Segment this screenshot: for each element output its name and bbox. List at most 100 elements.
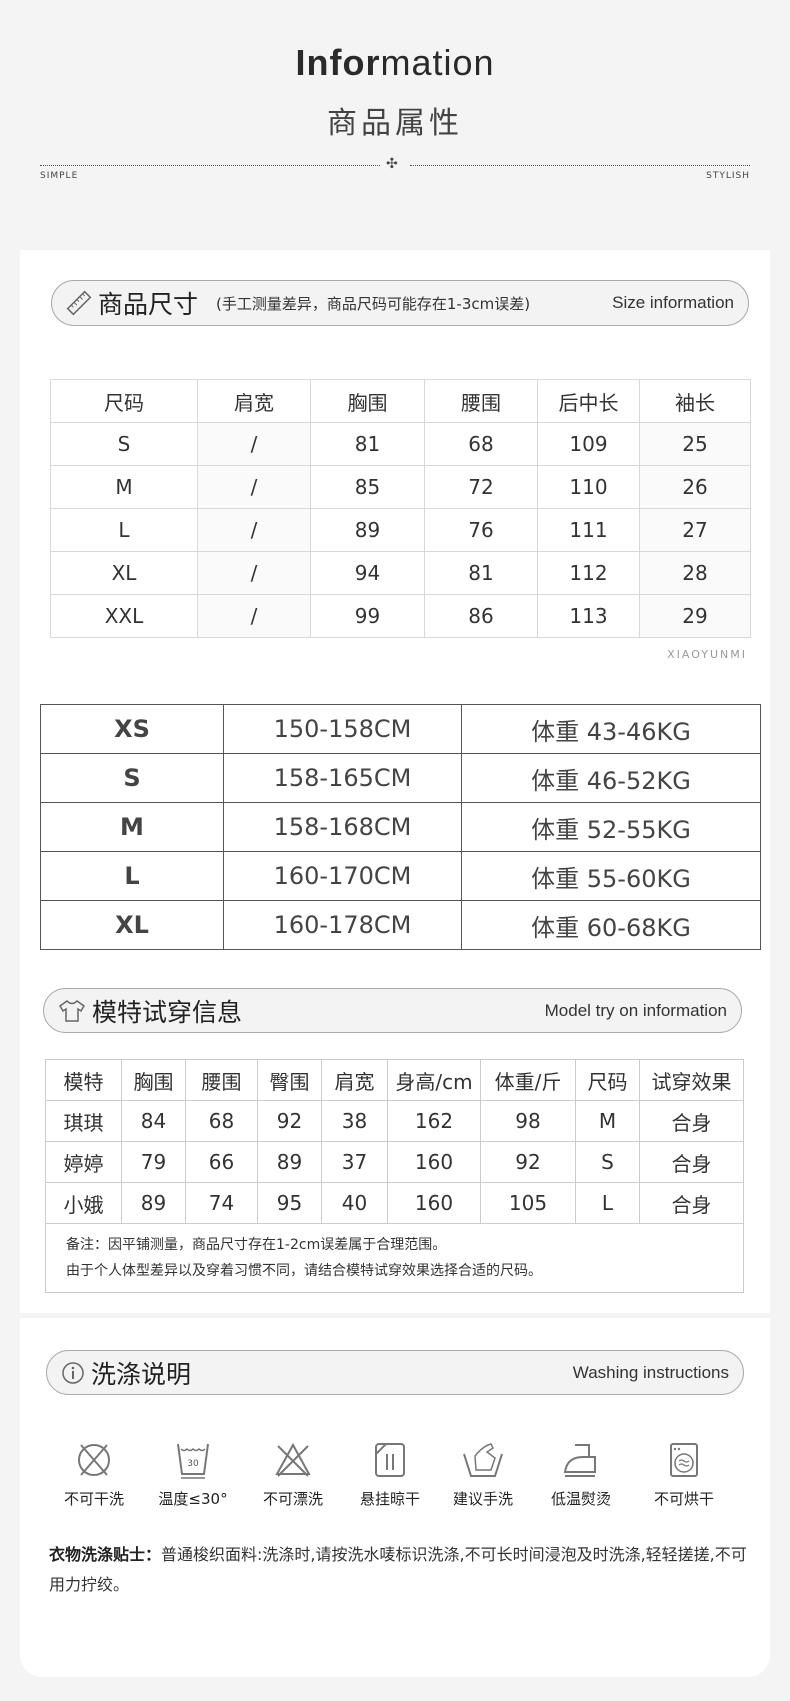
table-cell: 74 (185, 1182, 258, 1224)
table-cell: / (197, 422, 311, 466)
page-title: Information (0, 42, 790, 84)
size-en: Size information (612, 293, 734, 312)
table-cell: L (50, 508, 198, 552)
table-cell: 92 (480, 1141, 576, 1183)
wash-label: 低温熨烫 (550, 1490, 611, 1508)
table-cell: XL (50, 551, 198, 595)
wash-title: 洗涤说明 (91, 1359, 192, 1389)
table-cell: / (197, 551, 311, 595)
table-cell: 小娥 (45, 1182, 122, 1224)
table-cell: 29 (639, 594, 751, 638)
table-cell: 28 (639, 551, 751, 595)
size-note: (手工测量差异，商品尺码可能存在1-3cm误差) (216, 294, 531, 313)
table-cell: 合身 (639, 1100, 744, 1142)
table-cell: 体重 46-52KG (461, 753, 761, 803)
ornament-icon: ✣ (386, 156, 398, 172)
brand-label: XIAOYUNMI (667, 648, 747, 661)
table-cell: / (197, 465, 311, 509)
no-bleach-icon (275, 1442, 311, 1477)
table-cell: S (575, 1141, 640, 1183)
table-row: L 160-170CM 体重 55-60KG (40, 851, 761, 901)
table-cell: M (575, 1100, 640, 1142)
wash-en: Washing instructions (572, 1362, 729, 1382)
table-cell: S (40, 753, 224, 803)
table-cell: 150-158CM (223, 704, 462, 754)
table-cell: 89 (310, 508, 425, 552)
table-cell: 162 (387, 1100, 481, 1142)
wash-item: 不可烘干 (634, 1440, 734, 1509)
wash-label: 温度≤30° (158, 1490, 228, 1508)
table-cell: 94 (310, 551, 425, 595)
table-cell: 腰围 (185, 1059, 258, 1101)
wash-label: 悬挂晾干 (359, 1490, 420, 1508)
table-cell: 160 (387, 1141, 481, 1183)
no-tumble-dry-icon (670, 1443, 698, 1477)
table-cell: 89 (257, 1141, 322, 1183)
wash-item: 低温熨烫 (531, 1440, 631, 1509)
no-dry-clean-icon (78, 1444, 110, 1476)
header-row: 模特 胸围 腰围 臀围 肩宽 身高/cm 体重/斤 尺码 试穿效果 (45, 1059, 744, 1101)
table-cell: 160-178CM (223, 900, 462, 950)
table-cell: XL (40, 900, 224, 950)
simple-tag: SIMPLE (40, 171, 79, 181)
table-row: M/85 72 110 26 (50, 465, 751, 509)
table-row: L/89 76 111 27 (50, 508, 751, 552)
table-cell: 160 (387, 1182, 481, 1224)
title-light: mation (380, 42, 495, 83)
stylish-tag: STYLISH (706, 171, 750, 181)
table-cell: 98 (480, 1100, 576, 1142)
table-cell: 68 (424, 422, 538, 466)
wash-label: 不可干洗 (63, 1490, 124, 1508)
wash-label: 建议手洗 (452, 1490, 513, 1508)
table-cell: 试穿效果 (639, 1059, 744, 1101)
size-title: 商品尺寸 (98, 290, 199, 319)
divider-left (40, 165, 380, 166)
table-cell: 89 (121, 1182, 186, 1224)
table-cell: 95 (257, 1182, 322, 1224)
note-line: 备注：因平铺测量，商品尺寸存在1-2cm误差属于合理范围。 (66, 1237, 447, 1253)
table-cell: 后中长 (537, 379, 640, 423)
table-cell: 合身 (639, 1182, 744, 1224)
title-bold: Infor (295, 42, 381, 83)
table-row: XL 160-178CM 体重 60-68KG (40, 900, 761, 950)
table-cell: 37 (321, 1141, 388, 1183)
size-header: 商品尺寸 (手工测量差异，商品尺码可能存在1-3cm误差) Size infor… (51, 280, 749, 326)
wash-item: 不可漂洗 (243, 1440, 343, 1509)
divider-right (410, 165, 750, 166)
table-row: S 158-165CM 体重 46-52KG (40, 753, 761, 803)
table-cell: 体重 43-46KG (461, 704, 761, 754)
table-cell: 合身 (639, 1141, 744, 1183)
table-cell: 68 (185, 1100, 258, 1142)
table-row: XL/94 81 112 28 (50, 551, 751, 595)
hang-dry-icon (375, 1443, 405, 1477)
note-line: 由于个人体型差异以及穿着习惯不同，请结合模特试穿效果选择合适的尺码。 (66, 1263, 542, 1279)
table-cell: L (575, 1182, 640, 1224)
table-cell: 尺码 (50, 379, 198, 423)
table-cell: 81 (424, 551, 538, 595)
table-cell: 84 (121, 1100, 186, 1142)
tip-text: 普通梭织面料:洗涤时,请按洗水唛标识洗涤,不可长时间浸泡及时洗涤,轻轻搓搓,不可… (49, 1545, 747, 1594)
table-cell: 体重 55-60KG (461, 851, 761, 901)
hand-wash-icon (463, 1443, 503, 1477)
wash-tip: 衣物洗涤贴士：普通梭织面料:洗涤时,请按洗水唛标识洗涤,不可长时间浸泡及时洗涤,… (49, 1540, 759, 1600)
table-cell: 79 (121, 1141, 186, 1183)
note-row: 备注：因平铺测量，商品尺寸存在1-2cm误差属于合理范围。由于个人体型差异以及穿… (45, 1223, 744, 1293)
model-title: 模特试穿信息 (92, 997, 243, 1027)
table-cell: 112 (537, 551, 640, 595)
table-cell: 模特 (45, 1059, 122, 1101)
table-cell: 86 (424, 594, 538, 638)
table-cell: 体重 52-55KG (461, 802, 761, 852)
table-cell: 113 (537, 594, 640, 638)
table-cell: 肩宽 (321, 1059, 388, 1101)
wash-30-icon: 30 (177, 1443, 209, 1479)
table-cell: 72 (424, 465, 538, 509)
table-cell: 体重/斤 (480, 1059, 576, 1101)
table-cell: 111 (537, 508, 640, 552)
model-header: 模特试穿信息 Model try on information (43, 988, 742, 1033)
table-row: 小娥 89 74 95 40 160 105 L 合身 (45, 1182, 744, 1224)
table-cell: 身高/cm (387, 1059, 481, 1101)
wash-label: 不可漂洗 (262, 1490, 323, 1508)
model-en: Model try on information (544, 1000, 727, 1020)
table-cell: 体重 60-68KG (461, 900, 761, 950)
wash-label: 不可烘干 (653, 1490, 714, 1508)
